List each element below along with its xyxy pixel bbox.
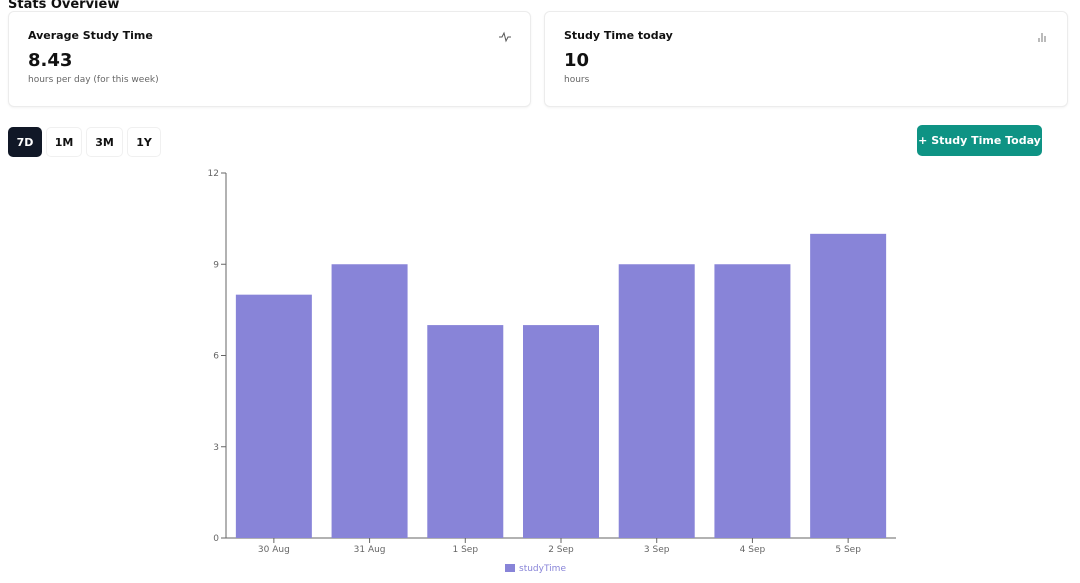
x-tick-label: 3 Sep — [644, 545, 670, 555]
x-tick-label: 4 Sep — [740, 545, 766, 555]
y-tick-label: 3 — [213, 443, 219, 453]
card-subtitle: hours — [564, 75, 590, 85]
bar — [618, 264, 695, 538]
study-time-today-card: Study Time today 10 hours — [544, 11, 1068, 107]
card-title: Average Study Time — [28, 29, 153, 42]
x-tick-label: 31 Aug — [354, 545, 386, 555]
range-1m-button[interactable]: 1M — [46, 127, 82, 157]
bar-chart-icon — [1038, 33, 1046, 42]
y-tick-label: 12 — [208, 169, 219, 179]
bar — [331, 264, 408, 538]
legend-label: studyTime — [519, 564, 566, 574]
x-tick-label: 5 Sep — [835, 545, 861, 555]
card-value: 10 — [564, 50, 590, 71]
y-tick-label: 0 — [213, 534, 219, 544]
x-tick-label: 2 Sep — [548, 545, 574, 555]
average-study-time-card: Average Study Time 8.43 hours per day (f… — [8, 11, 531, 107]
card-title: Study Time today — [564, 29, 673, 42]
range-3m-button[interactable]: 3M — [86, 127, 123, 157]
x-tick-label: 30 Aug — [258, 545, 290, 555]
y-tick-label: 6 — [213, 352, 219, 362]
range-7d-button[interactable]: 7D — [8, 127, 42, 157]
bar — [235, 294, 312, 538]
add-study-time-button[interactable]: + Study Time Today — [917, 125, 1042, 156]
bar — [810, 233, 887, 539]
bar — [427, 325, 504, 538]
y-tick-label: 9 — [213, 260, 219, 270]
card-value: 8.43 — [28, 50, 73, 71]
x-tick-label: 1 Sep — [453, 545, 479, 555]
range-1y-button[interactable]: 1Y — [127, 127, 161, 157]
page-title: Stats Overview — [8, 0, 120, 12]
bar — [714, 264, 791, 538]
activity-icon — [499, 31, 511, 43]
bar — [523, 325, 599, 538]
legend-swatch — [505, 564, 515, 572]
card-subtitle: hours per day (for this week) — [28, 75, 159, 85]
